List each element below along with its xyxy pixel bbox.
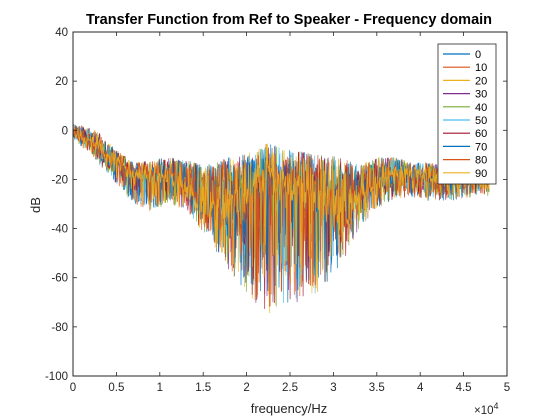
x-tick-label: 1.5 [195, 382, 211, 394]
x-axis: 0 0.5 1 1.5 2 2.5 3 3.5 4 4.5 5 [70, 32, 510, 394]
series-line-90 [73, 126, 490, 301]
y-tick-label: -80 [51, 322, 68, 334]
x-tick-label: 2.5 [282, 382, 298, 394]
legend-label-0: 0 [475, 49, 481, 61]
x-axis-label: frequency/Hz [251, 401, 328, 416]
y-axis: -100 -80 -60 -40 -20 0 20 40 [45, 27, 507, 383]
legend-label-50: 50 [475, 115, 487, 127]
x-tick-label: 4.5 [456, 382, 472, 394]
y-axis-label: dB [28, 197, 43, 213]
y-tick-label: -40 [51, 224, 68, 236]
legend-label-80: 80 [475, 155, 487, 167]
x-tick-label: 3.5 [369, 382, 385, 394]
x-tick-label: 1 [157, 382, 163, 394]
legend-label-10: 10 [475, 62, 487, 74]
legend-label-70: 70 [475, 141, 487, 153]
x-tick-label: 3 [330, 382, 336, 394]
y-tick-label: -20 [51, 174, 68, 186]
legend-label-30: 30 [475, 89, 487, 101]
legend-label-40: 40 [475, 102, 487, 114]
x-tick-label: 5 [504, 382, 510, 394]
legend-box [437, 43, 497, 185]
chart-title: Transfer Function from Ref to Speaker - … [86, 12, 492, 28]
y-tick-label: 40 [55, 27, 68, 39]
x-tick-label: 0 [70, 382, 76, 394]
x-tick-label: 4 [417, 382, 424, 394]
legend-label-60: 60 [475, 128, 487, 140]
legend-label-90: 90 [475, 168, 487, 180]
y-tick-label: -60 [51, 273, 68, 285]
x-exponent-label: ×104 [474, 401, 499, 417]
x-tick-label: 2 [243, 382, 249, 394]
x-tick-label: 0.5 [108, 382, 124, 394]
y-tick-label: -100 [45, 371, 68, 383]
series-layer [73, 123, 490, 314]
y-tick-label: 0 [62, 125, 68, 137]
legend-label-20: 20 [475, 75, 487, 87]
y-tick-label: 20 [55, 76, 68, 88]
